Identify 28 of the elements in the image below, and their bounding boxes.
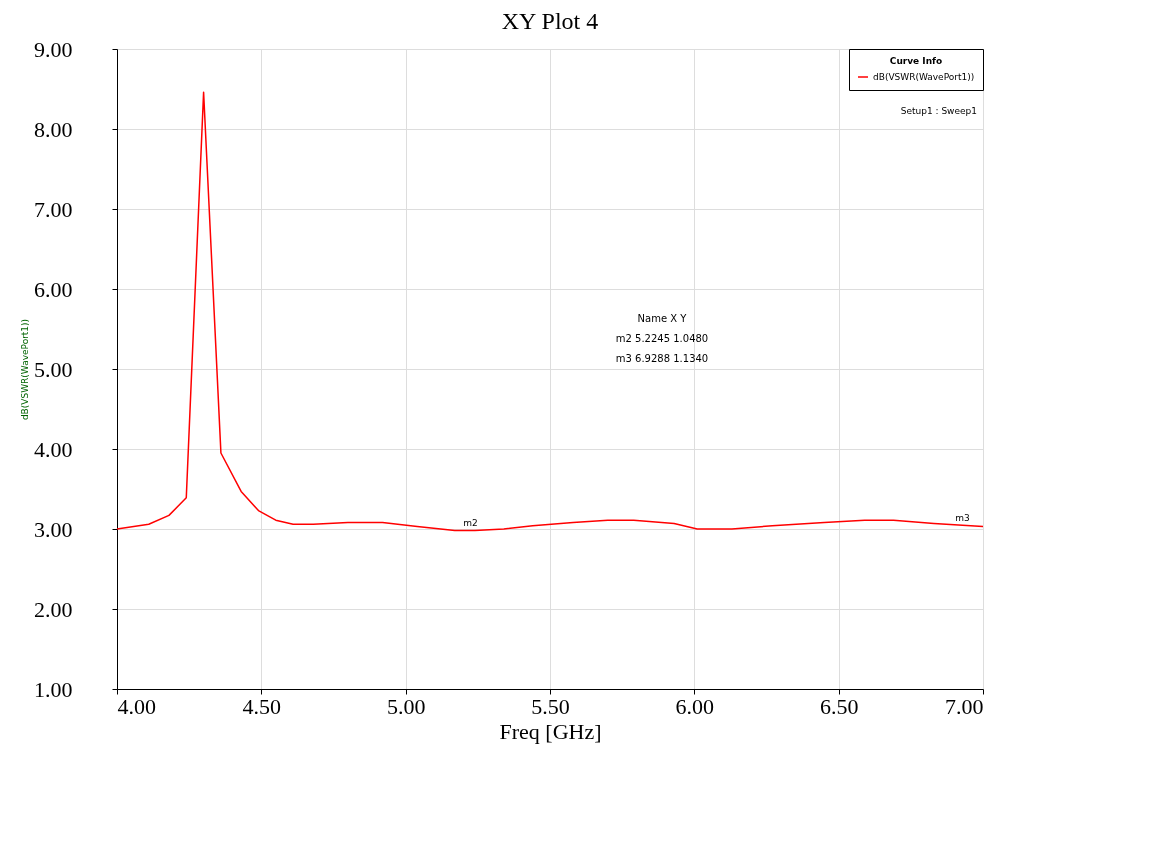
- y-tick-label: 8.00: [34, 116, 73, 142]
- line-series: [116, 91, 984, 532]
- x-tick-label: 5.00: [386, 693, 426, 719]
- y-tick-label: 2.00: [34, 596, 73, 622]
- y-axis-title: dB(VSWR(WavePort1)): [20, 318, 30, 421]
- x-tick-label: 4.00: [117, 693, 156, 719]
- legend-title: Curve Info: [889, 56, 943, 66]
- annotation: m2 5.2245 1.0480: [615, 333, 709, 344]
- x-tick-label: 6.00: [675, 693, 715, 719]
- annotation: m2: [463, 517, 478, 528]
- x-axis-title: Freq [GHz]: [499, 718, 602, 744]
- y-tick-label: 5.00: [34, 356, 73, 382]
- legend-label: dB(VSWR(WavePort1)): [873, 72, 975, 82]
- y-tick-label: 4.00: [34, 436, 73, 462]
- annotation: Name X Y: [637, 313, 688, 324]
- y-tick-label: 1.00: [34, 676, 73, 702]
- annotation: m3: [955, 512, 970, 523]
- chart-title: XY Plot 4: [501, 8, 599, 34]
- annotation: Setup1 : Sweep1: [900, 106, 977, 116]
- y-tick-label: 9.00: [34, 36, 73, 62]
- x-tick-label: 4.50: [242, 693, 282, 719]
- y-tick-label: 3.00: [34, 516, 73, 542]
- x-tick-label: 6.50: [819, 693, 859, 719]
- x-tick-label: 5.50: [531, 693, 570, 719]
- y-tick-label: 6.00: [34, 276, 73, 302]
- annotation: m3 6.9288 1.1340: [615, 353, 709, 364]
- x-tick-label: 7.00: [945, 693, 984, 719]
- y-tick-label: 7.00: [34, 196, 73, 222]
